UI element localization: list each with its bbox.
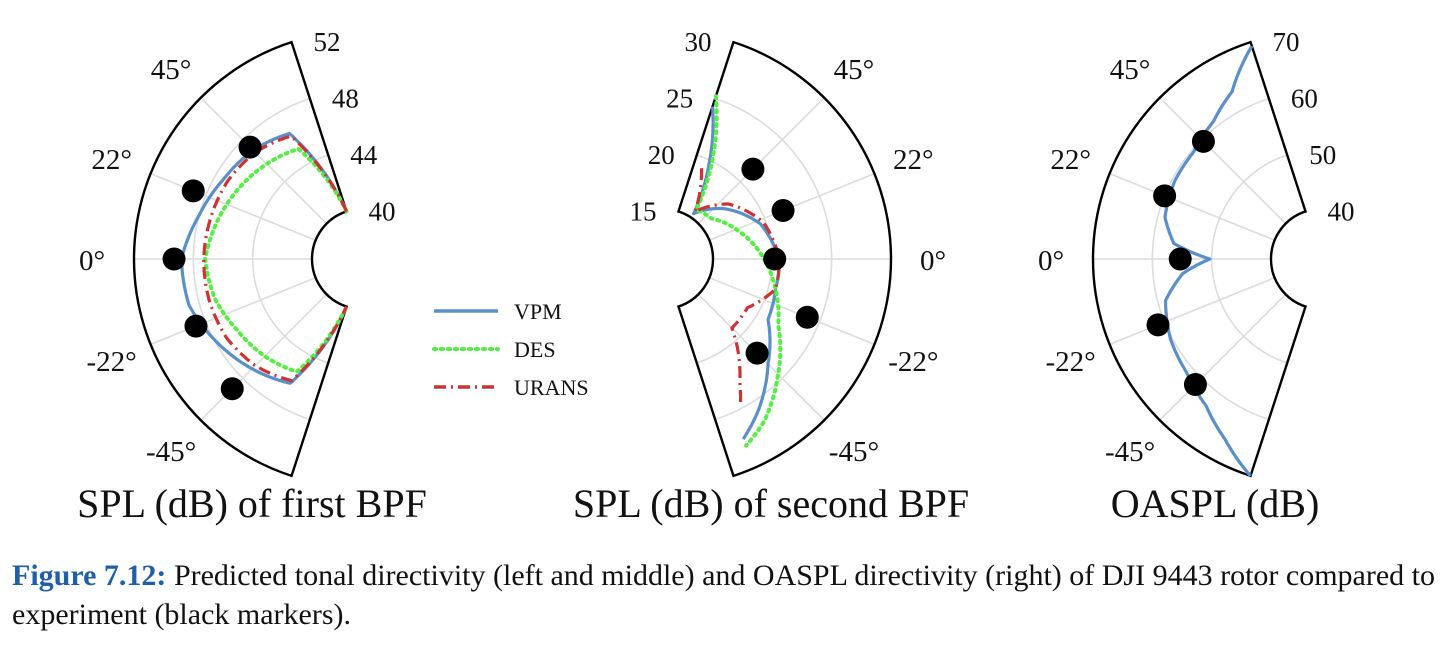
angle-tick-label: -45°: [1105, 436, 1155, 468]
experiment-marker: [1168, 247, 1192, 271]
polar-frame: [676, 40, 893, 478]
legend-swatch-vpm: [434, 309, 498, 313]
polar-plot-3: 45° 22° 0° -22° -45° 40 50 60 70: [1038, 27, 1355, 478]
angle-tick-label: -45°: [829, 436, 879, 468]
angle-tick-label: 22°: [91, 144, 132, 176]
radial-tick-label: 25: [666, 84, 693, 114]
angle-tick-label: 22°: [893, 144, 934, 176]
legend-label-vpm: VPM: [514, 299, 562, 324]
grid-spoke: [1159, 293, 1287, 421]
angle-tick-label: -45°: [146, 436, 196, 468]
grid-spoke: [697, 97, 825, 225]
plot-title-oaspl: OASPL (dB): [1110, 481, 1320, 526]
angle-tick-label: 0°: [1038, 245, 1064, 277]
grid-spoke: [200, 97, 328, 225]
legend-label-des: DES: [514, 337, 556, 362]
grid-spoke: [709, 276, 875, 346]
experiment-marker: [220, 377, 244, 401]
grid-spoke: [150, 172, 316, 242]
radial-tick-label: 15: [629, 196, 656, 226]
experiment-marker: [745, 341, 769, 365]
grid-spoke: [1159, 97, 1287, 225]
polar-plot-1: 45° 22° 0° -22° -45° 40 44 48 52: [79, 27, 396, 478]
radial-tick-label: 50: [1309, 140, 1336, 170]
angle-tick-label: 22°: [1050, 144, 1091, 176]
legend-swatch-des: [432, 347, 500, 351]
legend-item-des: DES: [432, 335, 612, 373]
figure-caption: Figure 7.12: Predicted tonal directivity…: [12, 556, 1437, 634]
plot-title-first-bpf: SPL (dB) of first BPF: [77, 481, 427, 526]
caption-label: Figure 7.12:: [12, 559, 167, 592]
experiment-marker: [238, 135, 262, 159]
radial-tick-label: 70: [1273, 27, 1300, 57]
grid-spoke: [1109, 172, 1275, 242]
angle-tick-label: -22°: [888, 346, 938, 378]
radial-tick-label: 60: [1291, 84, 1318, 114]
angle-tick-label: 45°: [151, 54, 192, 86]
radial-tick-label: 40: [1328, 196, 1355, 226]
experiment-marker: [1183, 373, 1207, 397]
polar-frame: [1091, 40, 1308, 478]
experiment-marker: [741, 157, 765, 181]
angle-tick-label: 45°: [834, 54, 875, 86]
experiment-marker: [1191, 129, 1215, 153]
experiment-marker: [763, 247, 787, 271]
radial-tick-label: 40: [369, 196, 396, 226]
angle-tick-label: -22°: [1046, 346, 1096, 378]
legend-label-urans: URANS: [514, 375, 589, 400]
polar-plot-2: 45° 22° 0° -22° -45° 15 20 25 30: [629, 27, 946, 478]
series-line-des: [694, 94, 783, 448]
experiment-marker: [1146, 313, 1170, 337]
legend-swatch-urans: [434, 385, 498, 389]
legend-item-vpm: VPM: [432, 297, 612, 335]
experiment-marker: [184, 314, 208, 338]
angle-tick-label: 0°: [920, 245, 946, 277]
angle-tick-label: 0°: [79, 245, 105, 277]
legend-item-urans: URANS: [432, 373, 612, 411]
experiment-marker: [181, 179, 205, 203]
experiment-marker: [795, 305, 819, 329]
polar-frame: [132, 40, 349, 478]
series-line-urans: [202, 134, 348, 383]
angle-tick-label: 45°: [1110, 54, 1151, 86]
experiment-marker: [162, 247, 186, 271]
figure-plots: 45° 22° 0° -22° -45° 40 44 48 52 45° 22° 0° -22° -45°…: [79, 27, 1355, 478]
angle-tick-label: -22°: [87, 346, 137, 378]
radial-tick-label: 52: [314, 27, 341, 57]
series-line-des: [203, 146, 349, 374]
caption-text: Predicted tonal directivity (left and mi…: [12, 559, 1436, 631]
plot-title-second-bpf: SPL (dB) of second BPF: [572, 481, 970, 526]
grid-spoke: [150, 276, 316, 346]
grid-spoke: [200, 293, 328, 421]
radial-tick-label: 48: [332, 84, 359, 114]
legend: VPM DES URANS: [432, 297, 612, 411]
radial-tick-label: 44: [350, 140, 378, 170]
radial-tick-label: 30: [684, 27, 711, 57]
radial-tick-label: 20: [648, 140, 675, 170]
experiment-marker: [1153, 184, 1177, 208]
experiment-marker: [771, 198, 795, 222]
grid-spoke: [1109, 276, 1275, 346]
series-line-urans: [693, 167, 782, 406]
